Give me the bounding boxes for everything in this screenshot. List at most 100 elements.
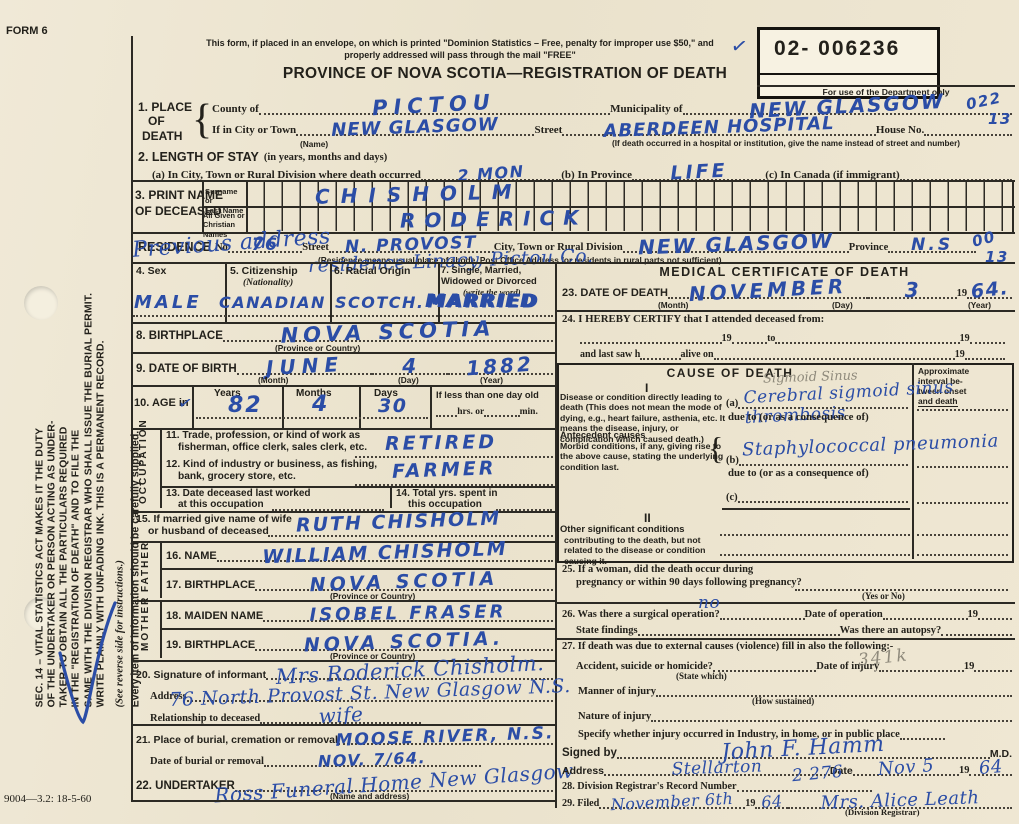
residence-label: RESIDENCE [138,239,211,254]
q11-label-1: 11. Trade, profession, or kind of work a… [166,430,361,441]
cause-b-line: (b) [726,453,908,466]
undertaker-field: Ross Funeral Home New Glasgow [213,758,574,807]
q10-years-label: Years [214,388,241,399]
residence-line: RESIDENCE No 76 Street N. PROVOST City, … [138,229,976,259]
q3-label: 3. PRINT NAME OF DECEASED [135,188,223,219]
q24-line2: and last saw h alive on 19 [580,347,1005,360]
residence-no-label: No [214,241,228,253]
residence-province-field: N.S [888,236,976,254]
givenname-letter-grid [247,207,1012,231]
q21-line2: Date of burial or removal NOV. 7/64. [150,748,553,771]
rule [131,511,557,513]
birth-day-value: 4 [402,354,418,378]
signed-line: Signed by John F. Hamm M.D. [562,732,1012,766]
q27-specify-line: Specify whether injury occurred in Indus… [578,727,1012,740]
q26-line2: State findings Was there an autopsy? [576,623,1012,636]
street-label: Street [534,124,563,136]
rule [330,262,332,322]
q15-label-2: or husband of deceased [148,525,269,537]
q10-hrs-label: hrs. or [457,406,485,417]
surname-sublabel-2: Last Name [205,205,244,215]
disease-label-rest: (This does not mean the mode of dying, e… [560,402,726,444]
cause-a-label: (a) [726,397,739,409]
cause-c-line: (c) [726,490,908,503]
rule [160,486,557,488]
q20-relationship-label: Relationship to deceased [150,712,261,724]
stamp-divider [760,73,937,75]
q3-label-2: OF DECEASED [135,203,222,218]
rule-dotted [720,533,910,536]
q8-note: (Province or Country) [275,343,361,353]
signed-md: M.D. [989,747,1012,760]
q7-note: (write the word) [463,287,521,297]
city-field: NEW GLASGOW [296,114,535,141]
surname-sublabel: Surname or Last Name [205,187,245,215]
other-rest: contributing to the death, but not relat… [564,535,706,566]
filed-date-field: November 6th [599,789,746,814]
mother-name-field: ISOBEL FRASER [263,601,553,626]
givenname-sublabel: All Given or Christian Names [203,211,247,239]
givenname-sublabel-2: Christian Names [203,220,236,239]
cause-due2: due to (or as a consequence of) [728,467,869,479]
surname-letter-grid [247,182,1012,206]
rule-dotted [272,508,384,511]
hospital-note: (If death occurred in a hospital or inst… [612,139,961,148]
street-field: ABERDEEN HOSPITAL [562,113,876,142]
q24-to: to [767,333,776,344]
cause-of-death-box [557,363,1014,563]
q16-label: 16. NAME [166,550,217,562]
q29-label: 29. Filed [562,797,600,809]
q8-label: 8. BIRTHPLACE [136,329,223,342]
street-value: ABERDEEN HOSPITAL [603,112,836,143]
q5-label: 5. Citizenship [230,265,298,277]
relationship-value: wife [317,701,364,729]
relationship-field: wife [260,701,422,729]
q10-min-label: min. [519,406,538,417]
stamp-number: 02- 006236 [774,37,901,60]
q24-19a: 19 [721,333,732,344]
q1-line-city: If in City or Town NEW GLASGOW Street AB… [212,113,1012,142]
q13-label-2: at this occupation [178,499,264,510]
q24-19c: 19 [954,349,965,360]
q2a-field: 2 MON [420,162,562,185]
rule-dotted [355,483,553,486]
burial-date-value: NOV. 7/64. [317,748,427,771]
physician-address-value: Stellarton [671,756,763,780]
residence-street-label: Street [302,241,329,253]
county-label: County of [212,103,259,115]
q7-label: 7. Single, Married, Widowed or Divorced [441,264,537,287]
q24-label: 24. I HEREBY CERTIFY that I attended dec… [562,313,825,325]
interval-line-1: Approximate [918,366,970,376]
q10-hrs-line: hrs. or min. [436,404,552,417]
rule [131,385,557,387]
q20-line3: Relationship to deceased wife [150,701,553,729]
form-number: FORM 6 [6,25,48,37]
interval-line-2: interval be- [918,376,963,387]
rule-dotted [917,533,1008,536]
other-bold: Other significant conditions [560,523,685,534]
age-months-value: 4 [312,392,329,417]
q10-label: 10. AGE in [134,397,189,409]
cause-b-label: (b) [726,454,739,466]
cause-roman-I: I [645,381,649,395]
q2b-field: LIFE [631,160,766,184]
q29-line: 29. Filed November 6th 19 64 Mrs. Alice … [562,787,1012,814]
rule [722,508,910,510]
q22-line: 22. UNDERTAKER Ross Funeral Home New Gla… [136,758,574,807]
burial-place-field: MOOSE RIVER, N.S. [336,723,556,751]
mother-name-value: ISOBEL FRASER [309,601,507,626]
rule [359,385,361,428]
age-days-value: 30 [378,395,408,417]
death-month-value: NOVEMBER [688,273,848,307]
q2-line: (a) In City, Town or Rural Division wher… [152,160,1012,185]
cause-due1: due to (or as a consequence of) [728,411,869,423]
rule [160,628,557,630]
q14-label-1: 14. Total yrs. spent in [396,488,498,499]
q1-label: 1. PLACE OF DEATH [138,100,192,143]
ink-checkmark-large [58,601,117,725]
form-left-border [131,36,133,802]
q9-year-note: (Year) [480,375,504,385]
informant-address-value: 76 North Provost St. New Glasgow N.S. [168,674,571,712]
q26-label: 26. Was there a surgical operation? [562,608,720,620]
municipality-label: Municipality of [610,103,683,115]
